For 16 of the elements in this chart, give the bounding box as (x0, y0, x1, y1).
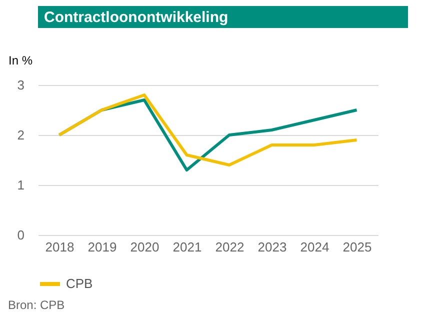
y-tick-label: 3 (17, 78, 24, 92)
legend-label: CPB (66, 276, 93, 291)
chart-title: Contractloonontwikkeling (44, 9, 228, 26)
y-tick-label: 1 (17, 178, 24, 192)
x-tick-label: 2019 (88, 240, 117, 254)
x-tick-label: 2022 (215, 240, 244, 254)
y-tick-label: 0 (17, 228, 24, 242)
x-tick-label: 2025 (342, 240, 372, 254)
x-tick-label: 2021 (172, 240, 202, 254)
y-axis-title: In % (8, 54, 33, 68)
y-tick-label: 2 (17, 128, 24, 142)
x-tick-label: 2024 (300, 240, 330, 254)
text: Bron: CPB (8, 298, 65, 312)
x-tick-label: 2018 (45, 240, 74, 254)
x-tick-label: 2020 (130, 240, 160, 254)
x-tick-label: 2023 (258, 240, 287, 254)
